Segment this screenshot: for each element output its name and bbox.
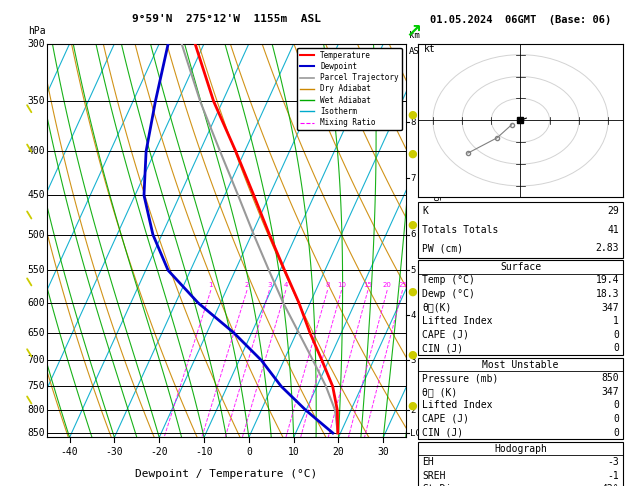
Text: 9°59'N  275°12'W  1155m  ASL: 9°59'N 275°12'W 1155m ASL (132, 14, 321, 24)
Text: 550: 550 (28, 265, 45, 275)
Text: ●: ● (407, 110, 417, 120)
Text: 2.83: 2.83 (596, 243, 619, 253)
Text: Pressure (mb): Pressure (mb) (422, 373, 498, 383)
Text: 30: 30 (377, 447, 389, 457)
Text: 2: 2 (410, 406, 416, 415)
Text: 4: 4 (284, 282, 288, 288)
Text: -1: -1 (607, 471, 619, 481)
Text: Dewpoint / Temperature (°C): Dewpoint / Temperature (°C) (135, 469, 318, 479)
Text: θᴇ(K): θᴇ(K) (422, 303, 452, 312)
Text: -20: -20 (150, 447, 168, 457)
Text: SREH: SREH (422, 471, 445, 481)
Text: 6: 6 (410, 230, 416, 239)
Text: Lifted Index: Lifted Index (422, 400, 493, 410)
Text: 15: 15 (364, 282, 372, 288)
Text: 400: 400 (28, 146, 45, 156)
Text: Lifted Index: Lifted Index (422, 316, 493, 326)
Text: 2: 2 (245, 282, 249, 288)
Text: 750: 750 (28, 381, 45, 391)
Text: ●: ● (407, 401, 417, 411)
Text: Totals Totals: Totals Totals (422, 225, 498, 235)
Text: 500: 500 (28, 230, 45, 240)
Text: ●: ● (407, 287, 417, 297)
Text: StmDir: StmDir (422, 485, 457, 486)
Text: Temp (°C): Temp (°C) (422, 276, 475, 285)
Text: CAPE (J): CAPE (J) (422, 414, 469, 424)
Text: 18.3: 18.3 (596, 289, 619, 299)
Text: 5: 5 (410, 266, 416, 275)
Text: Mixing Ratio (g/kg): Mixing Ratio (g/kg) (433, 190, 442, 292)
Text: -30: -30 (106, 447, 123, 457)
Text: ●: ● (407, 220, 417, 230)
Text: 10: 10 (288, 447, 299, 457)
Text: Hodograph: Hodograph (494, 444, 547, 453)
Text: 0: 0 (613, 400, 619, 410)
Text: 7: 7 (410, 174, 416, 183)
Text: 347: 347 (601, 303, 619, 312)
Text: 8: 8 (325, 282, 330, 288)
Text: 1: 1 (209, 282, 213, 288)
Text: 20: 20 (383, 282, 392, 288)
Text: PW (cm): PW (cm) (422, 243, 463, 253)
Text: Surface: Surface (500, 262, 541, 272)
Text: K: K (422, 206, 428, 216)
Text: hPa: hPa (28, 26, 45, 36)
Text: kt: kt (424, 45, 436, 54)
Text: ●: ● (407, 350, 417, 360)
Text: 0: 0 (246, 447, 252, 457)
Text: ASL: ASL (409, 47, 425, 55)
Text: 3: 3 (410, 356, 416, 365)
Text: 850: 850 (601, 373, 619, 383)
Text: CIN (J): CIN (J) (422, 428, 463, 437)
Text: 450: 450 (28, 191, 45, 200)
Text: 347: 347 (601, 387, 619, 397)
Text: 350: 350 (28, 96, 45, 106)
Text: -3: -3 (607, 457, 619, 467)
Text: 0: 0 (613, 428, 619, 437)
Text: 700: 700 (28, 355, 45, 365)
Text: 01.05.2024  06GMT  (Base: 06): 01.05.2024 06GMT (Base: 06) (430, 15, 611, 25)
Text: 41: 41 (607, 225, 619, 235)
Text: -40: -40 (61, 447, 79, 457)
Text: ↗: ↗ (406, 22, 422, 41)
Text: Most Unstable: Most Unstable (482, 360, 559, 369)
Text: 600: 600 (28, 298, 45, 308)
Text: 8: 8 (410, 118, 416, 127)
Text: 850: 850 (28, 428, 45, 438)
Text: CAPE (J): CAPE (J) (422, 330, 469, 340)
Text: 29: 29 (607, 206, 619, 216)
Text: © weatheronline.co.uk: © weatheronline.co.uk (464, 472, 577, 481)
Text: ●: ● (407, 149, 417, 159)
Text: -10: -10 (195, 447, 213, 457)
Text: 20: 20 (333, 447, 344, 457)
Text: 4: 4 (410, 311, 416, 320)
Text: km: km (409, 31, 420, 40)
Legend: Temperature, Dewpoint, Parcel Trajectory, Dry Adiabat, Wet Adiabat, Isotherm, Mi: Temperature, Dewpoint, Parcel Trajectory… (298, 48, 402, 130)
Text: 42°: 42° (601, 485, 619, 486)
Text: θᴇ (K): θᴇ (K) (422, 387, 457, 397)
Text: 300: 300 (28, 39, 45, 49)
Text: 19.4: 19.4 (596, 276, 619, 285)
Text: Dewp (°C): Dewp (°C) (422, 289, 475, 299)
Text: 0: 0 (613, 330, 619, 340)
Text: EH: EH (422, 457, 434, 467)
Text: CIN (J): CIN (J) (422, 344, 463, 353)
Text: 0: 0 (613, 344, 619, 353)
Text: 3: 3 (267, 282, 272, 288)
Text: 1: 1 (613, 316, 619, 326)
Text: 25: 25 (398, 282, 407, 288)
Text: 10: 10 (337, 282, 346, 288)
Text: 650: 650 (28, 328, 45, 338)
Text: LCL: LCL (410, 429, 426, 437)
Text: 0: 0 (613, 414, 619, 424)
Text: 800: 800 (28, 405, 45, 416)
